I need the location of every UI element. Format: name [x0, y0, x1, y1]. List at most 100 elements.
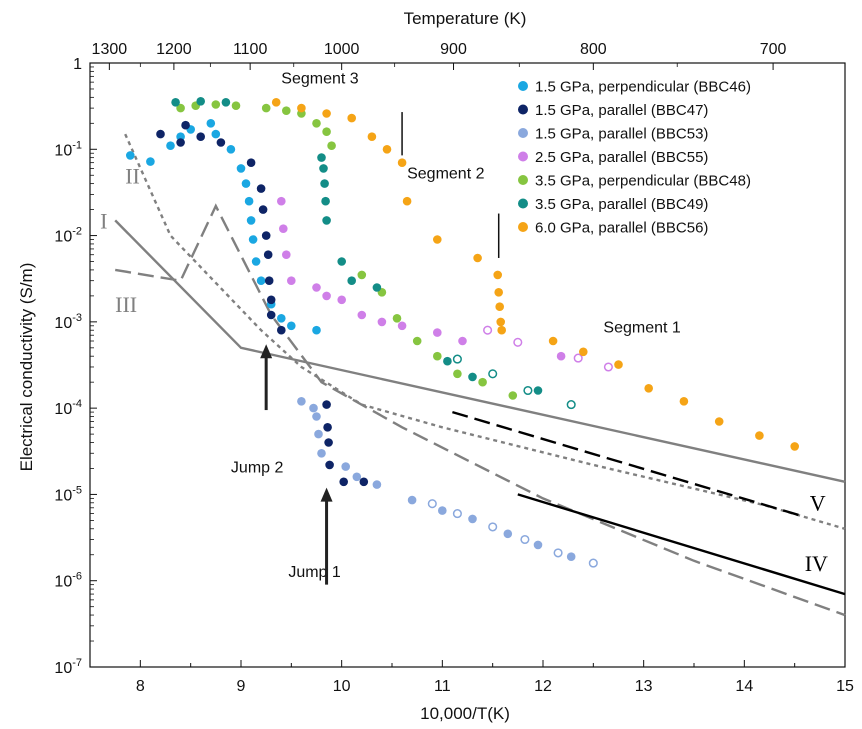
y-tick-label: 10-6 — [54, 571, 82, 591]
legend-label: 6.0 GPa, parallel (BBC56) — [535, 220, 708, 237]
data-point — [453, 369, 462, 379]
data-point — [156, 129, 165, 139]
data-point — [357, 310, 367, 320]
y-tick-label: 10-3 — [54, 312, 82, 332]
data-point — [478, 377, 487, 387]
plot-frame-rect — [89, 62, 846, 668]
data-point — [377, 317, 387, 327]
data-point — [236, 164, 246, 173]
data-point — [263, 250, 273, 259]
data-point — [258, 205, 268, 214]
data-point — [339, 477, 349, 487]
x-tick-label: 12 — [534, 678, 552, 695]
data-point — [248, 235, 258, 244]
data-point — [533, 540, 543, 550]
y-tick-exponent: -7 — [72, 657, 82, 669]
data-point — [256, 276, 266, 286]
data-point — [473, 253, 482, 263]
data-point — [433, 328, 442, 337]
data-point — [347, 276, 357, 286]
legend-marker — [518, 151, 528, 162]
data-point — [246, 158, 256, 167]
reference-line-iii — [115, 203, 846, 617]
top-tick-label: 800 — [580, 41, 607, 58]
data-point — [226, 145, 236, 154]
x-tick-label: 15 — [836, 678, 854, 695]
data-point — [309, 403, 318, 413]
data-point — [322, 109, 331, 118]
y-tick-base: 10 — [54, 142, 72, 159]
legend-marker — [518, 175, 528, 185]
annotation-label: Segment 2 — [407, 165, 484, 182]
data-point — [261, 231, 271, 240]
x-tick-label: 13 — [635, 678, 653, 695]
x-axis-title: 10,000/T(K) — [420, 704, 510, 723]
data-point — [256, 184, 266, 193]
data-point — [496, 317, 506, 327]
open-data-point — [588, 558, 598, 568]
data-point — [337, 257, 347, 266]
annotation-label: Segment 1 — [603, 320, 680, 337]
reference-line-i — [114, 219, 846, 483]
data-point — [322, 216, 331, 225]
data-point — [277, 314, 286, 323]
data-point — [231, 101, 241, 110]
data-point — [282, 106, 291, 115]
annotation-label: Segment 3 — [281, 70, 358, 87]
open-data-point — [488, 522, 498, 532]
data-point — [556, 351, 566, 361]
y-tick-label: 10-1 — [54, 139, 82, 159]
open-data-point — [566, 400, 576, 410]
data-point — [244, 196, 254, 206]
data-point — [312, 412, 321, 421]
y-tick-base: 10 — [54, 229, 72, 246]
data-point — [314, 429, 323, 439]
data-point — [320, 179, 329, 188]
open-data-point — [603, 362, 613, 372]
legend-marker — [518, 104, 528, 115]
data-point — [266, 310, 276, 320]
y-tick-exponent: -2 — [72, 226, 82, 238]
data-point — [714, 417, 724, 426]
data-point — [382, 145, 392, 154]
y-tick-base: 10 — [54, 401, 72, 418]
data-point — [321, 196, 330, 206]
y-tick-label: 10-5 — [54, 484, 82, 504]
data-point — [277, 196, 286, 206]
legend-marker — [518, 128, 528, 138]
data-point — [468, 514, 477, 524]
data-point — [325, 460, 334, 470]
x-tick-label: 14 — [735, 678, 753, 695]
reference-line-iv — [517, 493, 846, 596]
data-point — [211, 129, 221, 139]
data-point — [277, 325, 286, 335]
data-point — [341, 462, 351, 471]
open-data-point — [520, 534, 530, 545]
y-axis: 110-110-210-310-410-510-610-7 — [54, 56, 97, 677]
data-point — [357, 270, 367, 280]
data-point — [196, 97, 205, 106]
data-point — [503, 529, 513, 539]
data-point — [494, 288, 504, 297]
data-point — [468, 372, 477, 382]
data-point — [312, 325, 321, 335]
data-point — [359, 477, 369, 487]
data-point — [412, 336, 422, 346]
data-point — [495, 302, 505, 312]
data-point — [322, 291, 331, 301]
data-point — [323, 423, 332, 432]
open-data-point — [553, 548, 563, 558]
data-point — [279, 224, 288, 233]
data-point — [216, 138, 226, 147]
y-tick-exponent: -5 — [72, 484, 82, 496]
y-tick-base: 10 — [54, 487, 72, 504]
annotation-label: Jump 2 — [231, 459, 284, 476]
legend-label: 1.5 GPa, parallel (BBC47) — [535, 102, 708, 119]
data-point — [392, 314, 402, 323]
y-tick-exponent: -4 — [72, 398, 82, 410]
y-tick-label: 10-4 — [54, 398, 82, 418]
y-axis-title: Electrical conductivity (S/m) — [17, 263, 36, 472]
legend-label: 3.5 GPa, perpendicular (BBC48) — [535, 173, 751, 190]
data-point — [548, 336, 558, 346]
data-point — [271, 98, 281, 107]
